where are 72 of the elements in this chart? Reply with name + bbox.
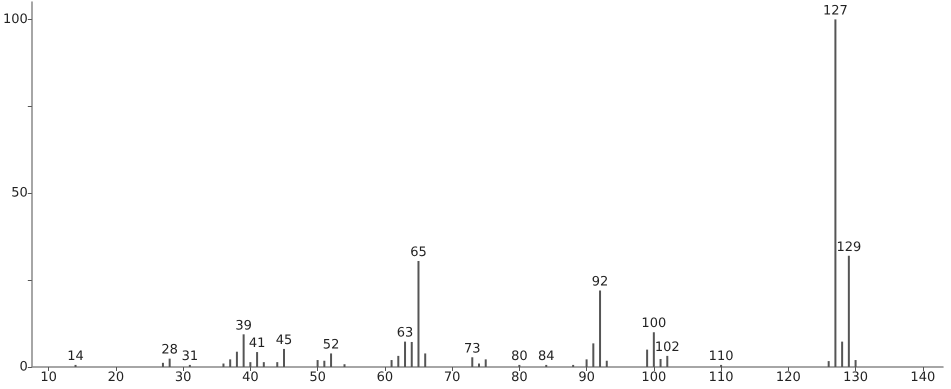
- bar: [478, 364, 480, 367]
- bar: [323, 360, 326, 367]
- bar: [652, 332, 655, 367]
- x-tick-label: 50: [309, 370, 326, 385]
- bar: [249, 362, 252, 367]
- bar: [242, 334, 245, 367]
- bar: [162, 362, 164, 367]
- x-tick-label: 140: [910, 370, 936, 385]
- bar: [262, 362, 265, 367]
- y-tick-label: 0: [20, 360, 28, 374]
- bar: [404, 342, 406, 367]
- annotation: 63: [396, 326, 414, 341]
- x-tick-label: 130: [843, 370, 868, 385]
- bar: [606, 360, 608, 367]
- annotation: 110: [708, 348, 734, 364]
- annotation: 92: [592, 274, 608, 290]
- x-tick-label: 100: [641, 370, 666, 385]
- bar: [484, 359, 487, 367]
- bar: [410, 342, 413, 367]
- annotation: 102: [654, 340, 680, 355]
- bar: [660, 359, 662, 367]
- x-tick-label: 40: [242, 370, 259, 385]
- y-tick-label: 50: [11, 186, 28, 201]
- x-tick-label: 20: [108, 370, 124, 385]
- bar: [236, 352, 238, 367]
- bar: [471, 357, 474, 367]
- bar: [276, 362, 278, 367]
- bar: [222, 364, 224, 367]
- annotation: 39: [235, 318, 252, 334]
- bar: [256, 352, 258, 367]
- annotation: 127: [822, 3, 848, 18]
- annotation: 84: [538, 348, 555, 364]
- bar: [646, 350, 648, 367]
- annotation: 100: [641, 316, 666, 332]
- annotation: 65: [410, 244, 427, 260]
- bar: [834, 19, 836, 367]
- annotation: 31: [182, 348, 198, 364]
- bar: [390, 360, 393, 367]
- bar: [330, 353, 332, 367]
- bar: [848, 256, 850, 367]
- annotation: 80: [511, 348, 528, 364]
- x-tick-label: 120: [776, 370, 801, 385]
- x-tick-label: 90: [578, 370, 595, 385]
- x-tick-label: 70: [444, 370, 460, 385]
- bar: [586, 359, 588, 367]
- bar: [344, 364, 346, 367]
- bar: [592, 343, 594, 367]
- annotation: 45: [276, 332, 292, 348]
- bar: [828, 361, 830, 367]
- bar: [666, 356, 668, 367]
- bar: [282, 348, 285, 367]
- bar: [229, 359, 232, 367]
- bar: [168, 358, 171, 367]
- x-tick-label: 60: [376, 370, 394, 385]
- annotation: 129: [836, 240, 862, 255]
- annotation: 41: [248, 336, 266, 352]
- bar: [417, 260, 420, 367]
- bar: [397, 356, 400, 367]
- x-tick-label: 10: [40, 370, 57, 385]
- bar: [599, 290, 602, 367]
- annotation: 14: [67, 348, 84, 364]
- x-tick-label: 110: [708, 370, 734, 385]
- x-tick-label: 30: [174, 370, 192, 385]
- y-tick-label: 100: [2, 12, 28, 27]
- bar: [316, 360, 319, 367]
- annotation: 52: [322, 337, 340, 352]
- annotation: 73: [464, 341, 481, 356]
- bar: [841, 342, 844, 367]
- x-tick-label: 80: [511, 370, 528, 385]
- annotation: 28: [161, 342, 178, 358]
- bar: [854, 360, 857, 367]
- bar: [424, 353, 426, 367]
